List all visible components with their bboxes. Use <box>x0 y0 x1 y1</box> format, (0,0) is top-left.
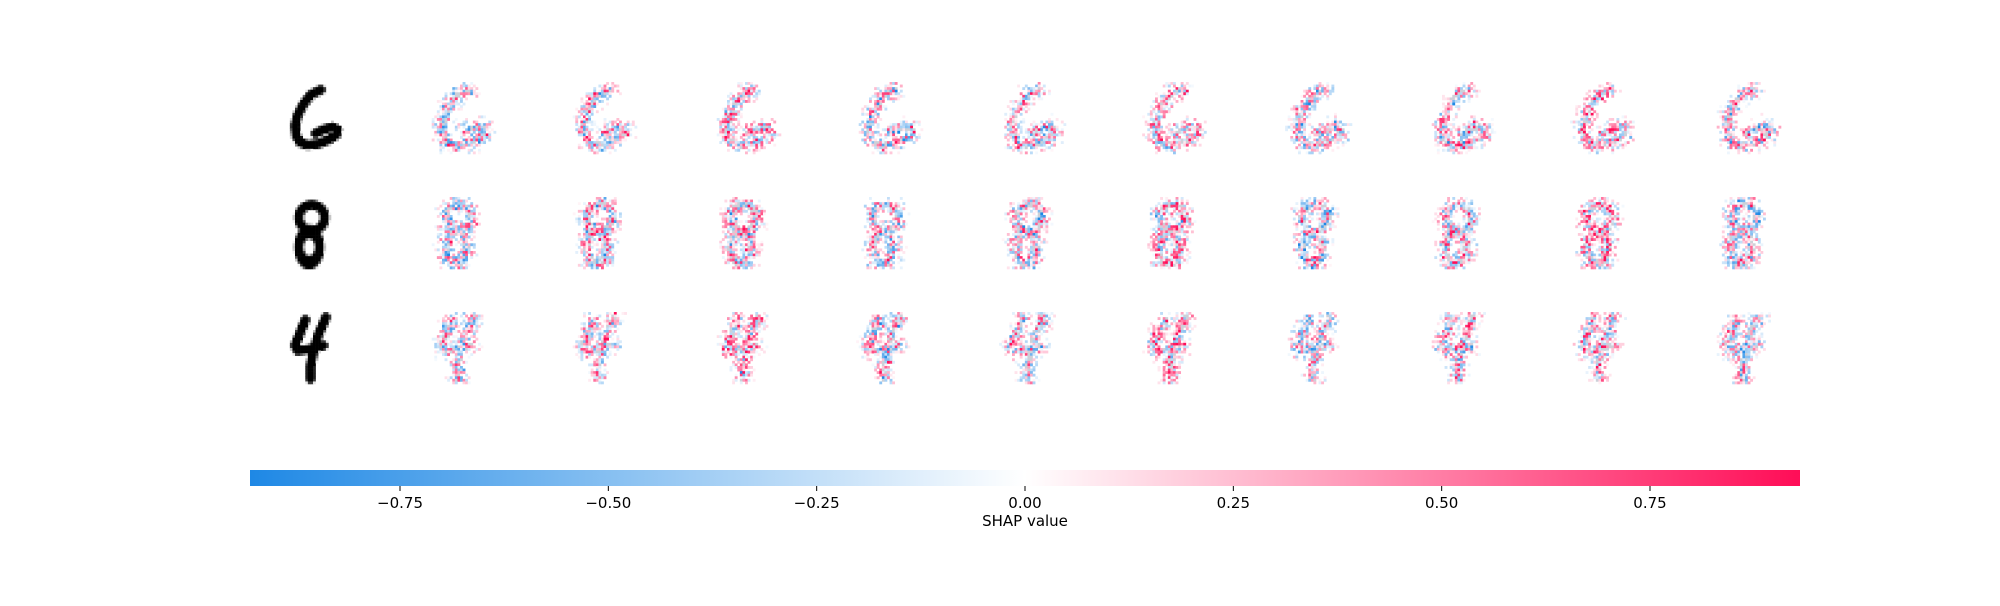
shap-explanation-cell <box>1285 82 1353 155</box>
shap-explanation-cell <box>1431 82 1497 155</box>
image-row <box>289 82 1782 155</box>
shap-explanation-cell <box>1716 312 1772 385</box>
shap-explanation-cell <box>1001 197 1054 270</box>
colorbar-tick-label: 0.25 <box>1217 494 1250 512</box>
shap-explanation-cell <box>1570 82 1635 155</box>
input-image-4 <box>289 312 332 385</box>
input-image-6 <box>289 84 345 152</box>
shap-explanation-cell <box>1572 312 1628 385</box>
shap-explanation-cell <box>716 312 769 385</box>
colorbar-gradient <box>250 470 1800 486</box>
shap-explanation-cell <box>431 312 484 385</box>
colorbar-tick-label: 0.75 <box>1633 494 1666 512</box>
colorbar-tick-label: 0.00 <box>1008 494 1041 512</box>
image-grid <box>289 82 1782 385</box>
shap-explanation-cell <box>1142 312 1197 385</box>
shap-explanation-cell <box>856 312 911 385</box>
colorbar: −0.75 −0.50 −0.25 0.00 0.25 0.50 0.75 SHAP val… <box>250 470 1800 530</box>
shap-explanation-cell <box>572 82 638 155</box>
shap-explanation-cell <box>431 197 481 270</box>
shap-explanation-cell <box>1142 82 1207 155</box>
colorbar-tick-label: −0.50 <box>585 494 631 512</box>
shap-explanation-cell <box>861 197 911 270</box>
input-image-8 <box>292 199 332 270</box>
shap-explanation-cell <box>431 82 497 155</box>
shap-explanation-cell <box>1719 197 1766 270</box>
shap-explanation-cell <box>999 312 1057 385</box>
colorbar-tick-label: 0.50 <box>1425 494 1458 512</box>
shap-explanation-cell <box>716 82 782 155</box>
colorbar-tick-label: −0.75 <box>377 494 423 512</box>
shap-explanation-cell <box>1147 197 1197 270</box>
shap-explanation-cell <box>719 197 769 270</box>
colorbar-tick-label: −0.25 <box>794 494 840 512</box>
shap-explanation-cell <box>1716 82 1782 155</box>
shap-explanation-cell <box>1290 197 1340 270</box>
colorbar-label: SHAP value <box>982 512 1068 530</box>
image-row <box>292 197 1766 270</box>
shap-explanation-cell <box>1004 82 1067 155</box>
colorbar-ticks: −0.75 −0.50 −0.25 0.00 0.25 0.50 0.75 <box>377 486 1667 512</box>
shap-explanation-cell <box>1431 197 1481 270</box>
image-row <box>289 312 1772 385</box>
shap-explanation-cell <box>572 312 628 385</box>
shap-explanation-cell <box>1287 312 1340 385</box>
shap-explanation-cell <box>1431 312 1487 385</box>
shap-explanation-cell <box>1575 197 1625 270</box>
shap-explanation-cell <box>858 82 924 155</box>
shap-explanation-cell <box>572 197 622 270</box>
